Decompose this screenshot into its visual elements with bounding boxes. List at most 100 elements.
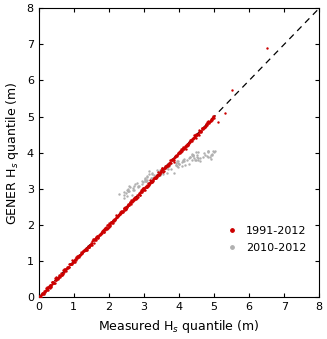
Point (150, 177, 156, 182)
Point (82, 247, 87, 253)
Point (157, 172, 163, 178)
Point (154, 175, 159, 180)
Point (131, 195, 137, 200)
Point (63, 266, 68, 272)
Point (111, 217, 116, 222)
Point (206, 120, 211, 125)
Point (171, 157, 177, 162)
Point (88, 242, 93, 248)
Point (85, 244, 90, 250)
Point (206, 119, 211, 124)
Point (163, 163, 168, 168)
Point (39, 294, 44, 299)
Point (105, 226, 110, 231)
Point (58, 275, 63, 280)
Point (153, 173, 159, 179)
Point (55, 275, 60, 281)
Point (188, 137, 194, 143)
Point (210, 152, 215, 157)
Point (132, 197, 137, 202)
Point (69, 261, 74, 266)
Point (109, 219, 114, 224)
Point (50, 280, 56, 285)
Point (40, 291, 45, 296)
Point (160, 166, 165, 172)
Point (208, 152, 213, 158)
Point (102, 226, 107, 232)
Point (75, 255, 80, 261)
Point (95, 234, 100, 239)
Point (203, 121, 209, 126)
Point (122, 205, 127, 211)
Point (127, 203, 132, 208)
Point (191, 152, 196, 157)
Point (210, 114, 215, 119)
Point (40, 292, 45, 297)
Point (102, 227, 107, 232)
Point (127, 201, 132, 207)
Point (56, 274, 61, 279)
Point (85, 247, 90, 252)
Point (126, 186, 131, 192)
Point (141, 187, 146, 193)
Point (67, 262, 72, 267)
Point (130, 197, 136, 202)
Point (134, 194, 140, 199)
Point (61, 268, 66, 273)
Point (167, 160, 172, 165)
Point (123, 190, 128, 196)
Point (66, 264, 71, 270)
Point (72, 257, 77, 263)
Point (77, 253, 83, 258)
Point (198, 128, 203, 134)
Point (190, 152, 195, 157)
Point (144, 184, 149, 190)
Point (95, 234, 101, 240)
Point (109, 220, 114, 225)
Point (166, 163, 171, 169)
Point (125, 189, 130, 194)
Point (139, 181, 145, 187)
Point (177, 150, 182, 155)
Point (117, 212, 123, 217)
Point (125, 203, 130, 208)
Point (105, 223, 111, 228)
Point (163, 164, 168, 169)
Point (37, 294, 42, 299)
Point (180, 145, 185, 151)
Point (119, 208, 124, 213)
Point (208, 117, 213, 123)
Point (171, 157, 176, 162)
Point (38, 293, 43, 298)
Point (111, 218, 116, 223)
Point (94, 237, 99, 243)
Point (204, 121, 209, 126)
Point (80, 250, 85, 255)
Point (43, 287, 49, 292)
Point (130, 186, 135, 191)
Point (116, 211, 122, 216)
Point (47, 285, 53, 290)
Point (134, 193, 139, 198)
Point (186, 140, 191, 145)
Point (60, 272, 65, 277)
Point (187, 140, 192, 145)
Point (90, 240, 95, 245)
Point (118, 210, 123, 215)
Point (97, 232, 103, 237)
Point (175, 154, 180, 159)
Point (162, 165, 167, 171)
Point (205, 120, 211, 126)
Point (145, 183, 150, 188)
Point (102, 225, 108, 231)
Point (144, 178, 149, 184)
Point (89, 242, 95, 247)
Point (45, 287, 51, 293)
Point (185, 142, 190, 148)
Point (165, 162, 171, 167)
Point (69, 261, 74, 267)
Point (129, 199, 135, 204)
Point (137, 192, 143, 197)
Point (191, 134, 196, 140)
Point (62, 268, 68, 273)
